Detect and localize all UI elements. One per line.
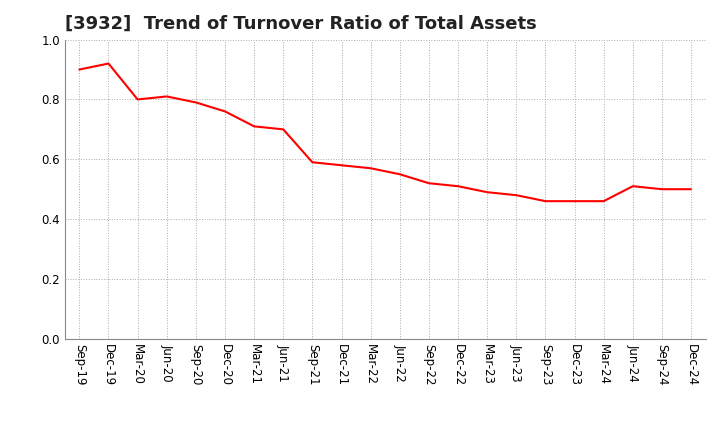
Text: [3932]  Trend of Turnover Ratio of Total Assets: [3932] Trend of Turnover Ratio of Total …: [65, 15, 536, 33]
